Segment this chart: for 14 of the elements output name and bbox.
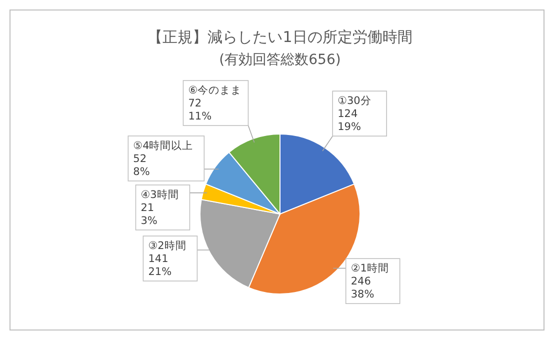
slice-label: ⑥今のまま [188,84,242,97]
slice-label: ①30分 [338,95,372,108]
data-label: 21 3% [140,202,158,227]
data-label: 141 21% [148,253,172,278]
data-label: 124 19% [338,108,361,134]
slice-label: ④3時間 [140,188,179,201]
slice-label: ③2時間 [148,239,186,252]
data-label: 246 38% [350,276,374,301]
data-label: 72 11% [188,98,212,123]
chart-title: 【正規】減らしたい1日の所定労働時間 [148,28,412,46]
slice-label: ⑤4時間以上 [133,138,194,152]
data-label: 52 8% [133,152,150,178]
slice-label: ②1時間 [350,262,389,275]
chart-subtitle: (有効回答総数656) [219,52,341,68]
